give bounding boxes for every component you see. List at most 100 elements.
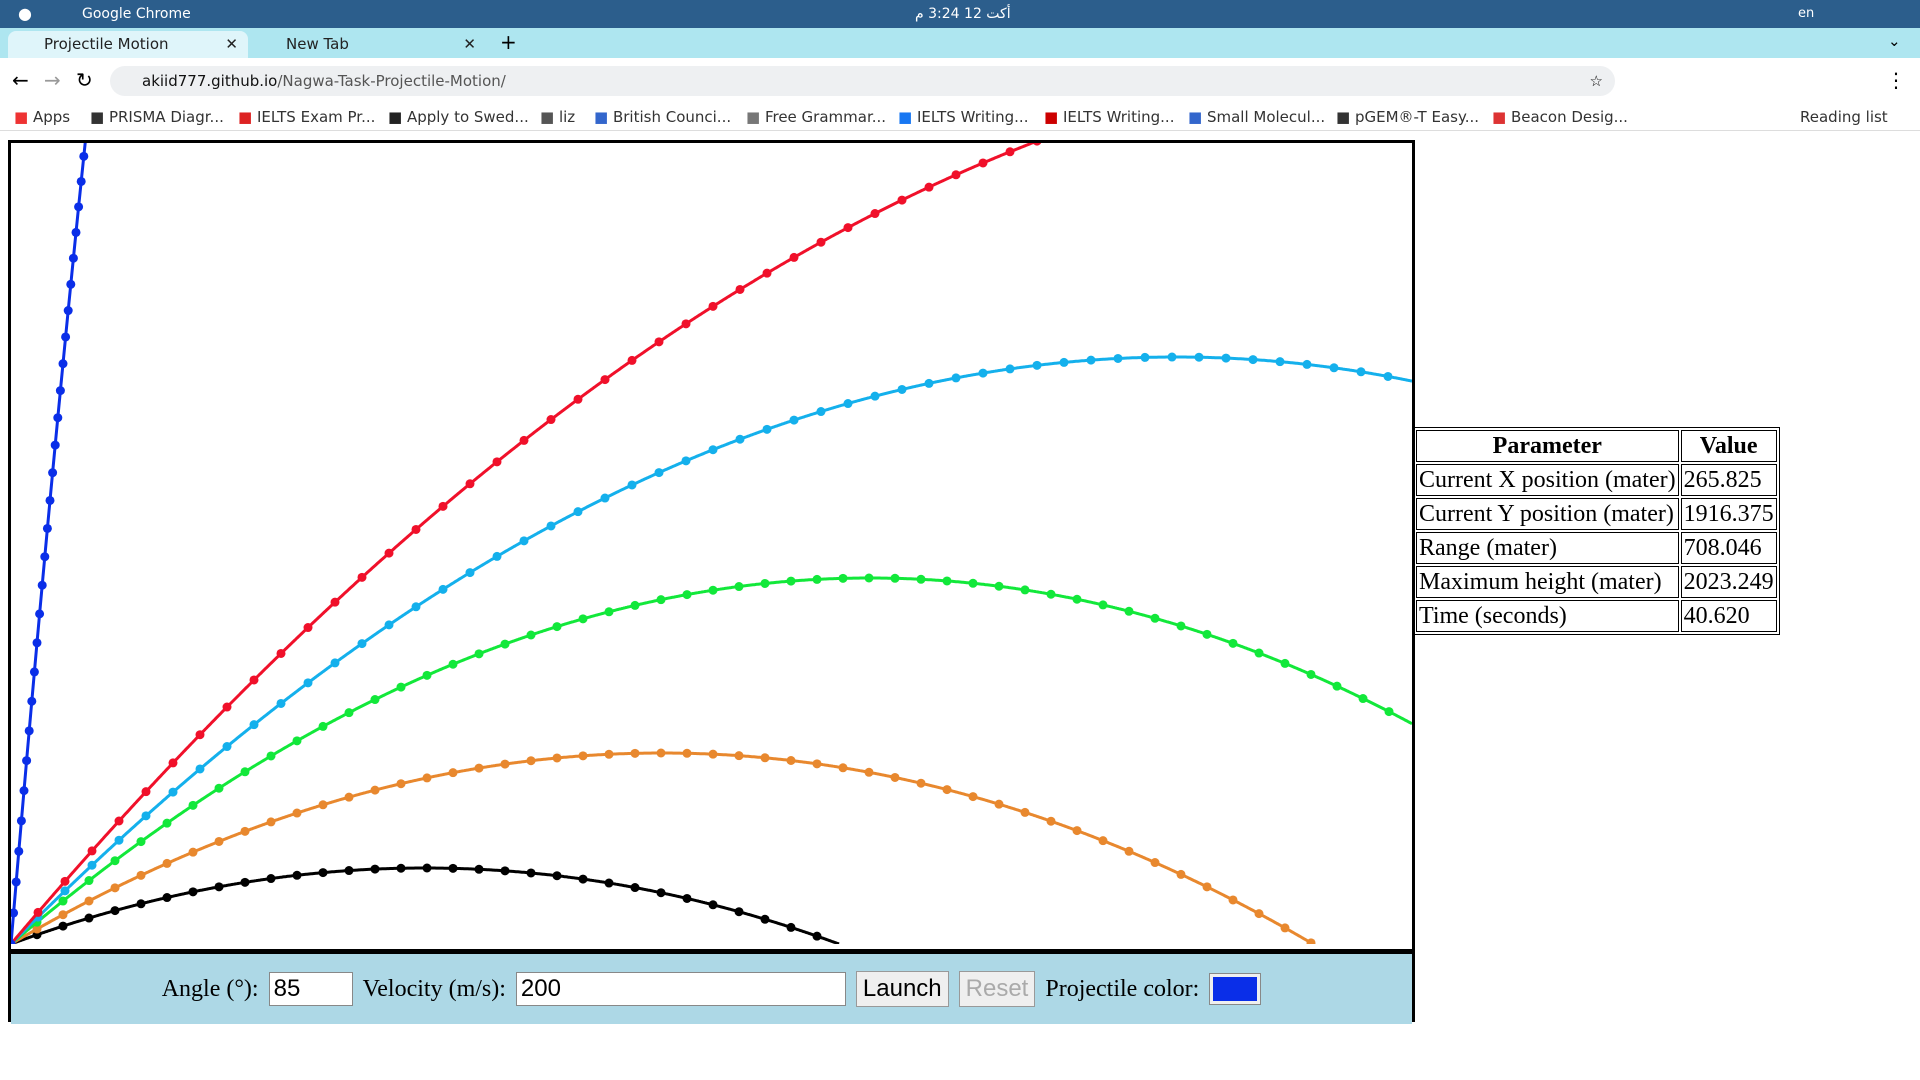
trajectory-point [448, 659, 458, 669]
trajectory-point [600, 493, 610, 503]
color-picker[interactable] [1209, 973, 1262, 1005]
back-button[interactable]: ← [12, 68, 29, 92]
trajectory-point [546, 415, 556, 425]
trajectory-point [14, 846, 24, 856]
angle-input[interactable] [268, 972, 353, 1006]
trajectory-point [578, 614, 588, 624]
trajectory-point [474, 763, 484, 773]
trajectory-point [58, 910, 68, 920]
trajectory-point [951, 170, 961, 180]
bookmark-icon: ■ [238, 108, 257, 126]
trajectory-point [864, 573, 874, 583]
trajectory-point [66, 279, 76, 289]
trajectory-point [654, 337, 664, 347]
table-cell: 708.046 [1680, 532, 1777, 564]
bookmark[interactable]: ■ Small Molecul... [1188, 108, 1325, 126]
trajectory-point [627, 355, 637, 365]
bookmark-icon: ■ [594, 108, 613, 126]
trajectory-point [110, 906, 120, 916]
bookmark[interactable]: ■ IELTS Writing... [898, 108, 1028, 126]
bookmark[interactable]: ■ IELTS Writing... [1044, 108, 1174, 126]
bookmark-label: British Counci... [612, 108, 732, 126]
address-row: ← → ↻ akiid777.github.io/Nagwa-Task-Proj… [0, 58, 1920, 104]
reset-button[interactable]: Reset [958, 971, 1036, 1007]
trajectory-point [32, 638, 42, 648]
trajectory-point [53, 413, 63, 423]
reload-button[interactable]: ↻ [76, 68, 93, 92]
color-swatch [1213, 977, 1258, 1001]
tab-close[interactable]: ✕ [463, 35, 476, 53]
bookmark[interactable]: ■ Apply to Swed... [388, 108, 529, 126]
trajectory-point [40, 552, 50, 562]
trajectory-line [11, 143, 1037, 944]
trajectory-point [222, 742, 232, 752]
trajectory-point [438, 584, 448, 594]
table-cell: 40.620 [1680, 600, 1777, 632]
control-panel: Angle (°): Velocity (m/s): Launch Reset … [11, 949, 1412, 1024]
trajectory-point [1046, 589, 1056, 599]
trajectory-point [411, 524, 421, 534]
trajectory-point [384, 548, 394, 558]
bookmarks-bar: ■ Apps ■ PRISMA Diagr... ■ IELTS Exam Pr..… [0, 104, 1920, 131]
trajectory-point [396, 682, 406, 692]
trajectory-point [816, 407, 826, 417]
trajectory-point [330, 597, 340, 607]
language[interactable]: en [1798, 6, 1815, 21]
bookmark-star[interactable]: ☆ [1589, 72, 1603, 90]
trajectory-point [812, 931, 822, 941]
tab[interactable]: New Tab ✕ [250, 31, 486, 58]
trajectory-point [968, 578, 978, 588]
trajectory-point [762, 424, 772, 434]
reading-list[interactable]: Reading list [1800, 108, 1888, 126]
trajectory-point [812, 574, 822, 584]
trajectory-point [266, 751, 276, 761]
omnibox[interactable]: akiid777.github.io/Nagwa-Task-Projectile… [110, 66, 1615, 96]
trajectory-point [141, 787, 151, 797]
table-cell: 1916.375 [1680, 498, 1777, 530]
tab-search[interactable]: ⌄ [1888, 32, 1901, 50]
table-cell: 265.825 [1680, 464, 1777, 496]
trajectory-point [357, 572, 367, 582]
trajectory-point [500, 639, 510, 649]
trajectory-point [654, 468, 664, 478]
trajectory-point [1248, 355, 1258, 365]
bookmark[interactable]: ■ British Counci... [594, 108, 731, 126]
trajectory-point [604, 749, 614, 759]
bookmark[interactable]: ■ pGEM®-T Easy... [1336, 108, 1479, 126]
trajectory-point [240, 877, 250, 887]
trajectory-point [1020, 807, 1030, 817]
trajectory-point [32, 924, 42, 934]
bookmark-label: IELTS Writing... [1062, 108, 1175, 126]
trajectory-point [604, 878, 614, 888]
apple-icon[interactable]: ● [18, 4, 32, 23]
trajectory-point [370, 695, 380, 705]
trajectory-point [344, 708, 354, 718]
bookmark[interactable]: ■ Apps [14, 108, 70, 126]
trajectory-point [303, 678, 313, 688]
bookmark-label: Free Grammar... [764, 108, 887, 126]
bookmark[interactable]: ■ Free Grammar... [746, 108, 886, 126]
table-header: Parameter [1416, 430, 1679, 462]
bookmark[interactable]: ■ IELTS Exam Pr... [238, 108, 375, 126]
velocity-input[interactable] [515, 972, 846, 1006]
trajectory-point [87, 846, 97, 856]
bookmark-label: Apps [32, 108, 71, 126]
bookmark-icon: ■ [898, 108, 917, 126]
launch-button[interactable]: Launch [855, 971, 949, 1007]
clock[interactable]: أكت 12 3:24 م [915, 6, 1011, 22]
new-tab-button[interactable]: + [500, 30, 517, 54]
trajectory-point [162, 818, 172, 828]
trajectory-point [942, 785, 952, 795]
forward-button[interactable]: → [44, 68, 61, 92]
tab-close[interactable]: ✕ [225, 35, 238, 53]
bookmark[interactable]: ■ PRISMA Diagr... [90, 108, 224, 126]
menu-button[interactable]: ⋮ [1886, 68, 1906, 92]
trajectory-point [978, 158, 988, 168]
bookmark[interactable]: ■ Beacon Desig... [1492, 108, 1628, 126]
results-table: Parameter Value Current X position (mater)… [1413, 427, 1780, 635]
bookmark[interactable]: ■ liz [540, 108, 575, 126]
tab[interactable]: Projectile Motion ✕ [8, 31, 248, 58]
bookmark-icon: ■ [1336, 108, 1355, 126]
trajectory-point [1280, 923, 1290, 933]
